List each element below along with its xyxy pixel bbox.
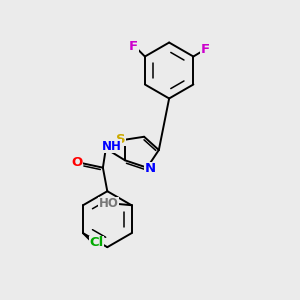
Text: S: S	[116, 133, 126, 146]
Text: F: F	[129, 40, 138, 53]
Text: HO: HO	[99, 197, 119, 210]
Text: Cl: Cl	[89, 236, 103, 249]
Text: O: O	[71, 156, 82, 169]
Text: F: F	[200, 43, 209, 56]
Text: N: N	[145, 162, 156, 175]
Text: NH: NH	[102, 140, 122, 153]
